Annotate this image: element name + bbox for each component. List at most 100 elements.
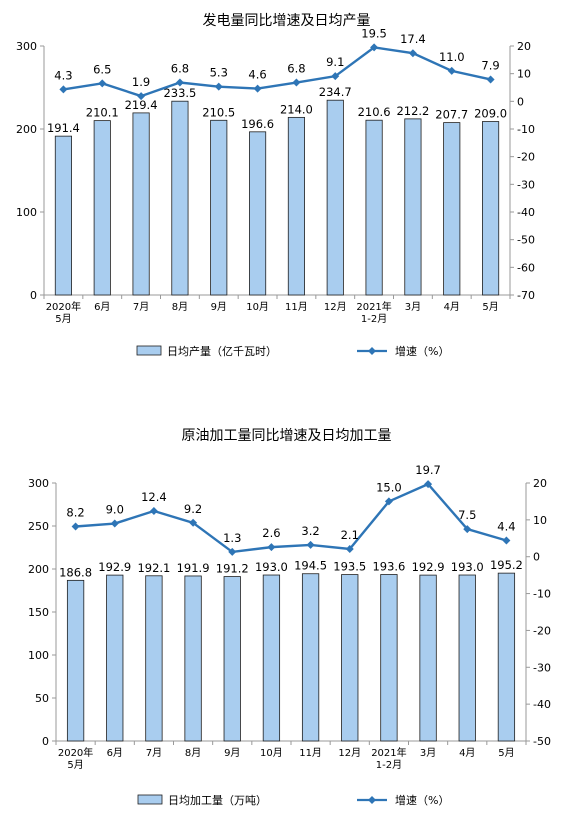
bar [145,575,163,742]
growth-line [63,46,491,98]
growth-value-label: 12.4 [141,490,167,504]
bar-value-label: 195.2 [490,558,523,572]
category-label: 5月 [498,747,514,759]
category-label: 4月 [444,301,460,313]
bar-value-label: 210.6 [358,105,391,119]
category-label: 12月 [324,301,347,313]
bar [54,135,72,296]
right-tick-label: -30 [517,178,535,191]
bar [419,574,437,742]
legend-line-label: 增速（%） [395,793,449,807]
growth-point [267,543,276,552]
growth-value-label: 8.2 [66,505,84,519]
bar [249,131,267,296]
chart-title: 原油加工量同比增速及日均加工量 [182,428,392,444]
growth-value-label: 6.8 [287,62,305,76]
bar [404,118,422,296]
bar [184,575,202,742]
growth-point [447,66,456,75]
growth-point [370,43,379,52]
category-label: 9月 [224,747,240,759]
growth-line [75,482,507,554]
left-tick-label: 200 [16,123,37,136]
growth-value-label: 4.3 [54,68,72,82]
left-tick-label: 100 [28,649,49,662]
category-label: 4月 [459,747,475,759]
bar [341,574,359,742]
category-label: 3月 [405,301,421,313]
category-label: 8月 [172,301,188,313]
growth-value-label: 5.3 [210,66,228,80]
bar-value-label: 186.8 [59,565,92,579]
growth-point [110,519,119,528]
right-tick-label: -70 [517,289,535,302]
growth-value-label: 6.5 [93,62,111,76]
growth-value-label: 19.7 [415,463,441,477]
bar-value-label: 193.5 [333,560,366,574]
growth-point [292,78,301,87]
growth-point [59,85,68,94]
growth-point [384,497,393,506]
category-label: 7月 [133,301,149,313]
bar [171,100,189,296]
growth-point [149,507,158,516]
bar-value-label: 210.1 [86,106,119,120]
bar [106,574,124,742]
growth-value-label: 1.9 [132,75,150,89]
growth-value-label: 9.1 [326,55,344,69]
category-label: 10月 [260,747,283,759]
category-label: 6月 [107,747,123,759]
left-tick-label: 300 [16,40,37,53]
bar [458,574,476,742]
category-label: 5月 [67,759,83,771]
legend-line-label: 增速（%） [395,344,449,358]
growth-point [486,75,495,84]
growth-value-label: 4.6 [248,68,266,82]
right-tick-label: -10 [533,588,551,601]
category-label: 2021年 [371,746,406,759]
bar-value-label: 207.7 [435,108,468,122]
bar-value-label: 192.1 [137,561,170,575]
growth-value-label: 11.0 [439,50,465,64]
legend-bar-label: 日均产量（亿千瓦时） [167,344,277,358]
bar-value-label: 192.9 [412,560,445,574]
right-tick-label: -40 [517,206,535,219]
growth-point [502,536,511,545]
bar-value-label: 209.0 [474,107,507,121]
growth-point [175,78,184,87]
bar-value-label: 191.9 [177,561,210,575]
growth-point [331,72,340,81]
category-label: 1-2月 [376,759,402,771]
right-tick-label: -50 [517,234,535,247]
right-tick-label: -20 [517,151,535,164]
category-label: 9月 [211,301,227,313]
bar-value-label: 191.4 [47,121,80,135]
left-tick-label: 200 [28,563,49,576]
category-label: 12月 [338,747,361,759]
bar-value-label: 193.0 [451,560,484,574]
category-label: 3月 [420,747,436,759]
category-label: 5月 [482,301,498,313]
bar-value-label: 214.0 [280,102,313,116]
bar-value-label: 234.7 [319,85,352,99]
left-tick-label: 0 [30,289,37,302]
legend-line-marker [368,796,376,804]
category-label: 2020年 [58,746,93,759]
category-label: 2021年 [356,300,391,313]
legend-bar-swatch [137,794,163,805]
growth-value-label: 15.0 [376,480,402,494]
category-label: 7月 [146,747,162,759]
growth-point [424,480,433,489]
category-label: 10月 [246,301,269,313]
bar-value-label: 193.6 [372,560,405,574]
bar [443,122,461,296]
chart-title: 发电量同比增速及日均产量 [203,13,371,29]
category-label: 11月 [285,301,308,313]
left-tick-label: 300 [28,477,49,490]
bar [301,573,320,742]
bar-value-label: 194.5 [294,559,327,573]
right-tick-label: -10 [517,123,535,136]
right-tick-label: 20 [533,477,547,490]
growth-value-label: 19.5 [361,26,387,40]
